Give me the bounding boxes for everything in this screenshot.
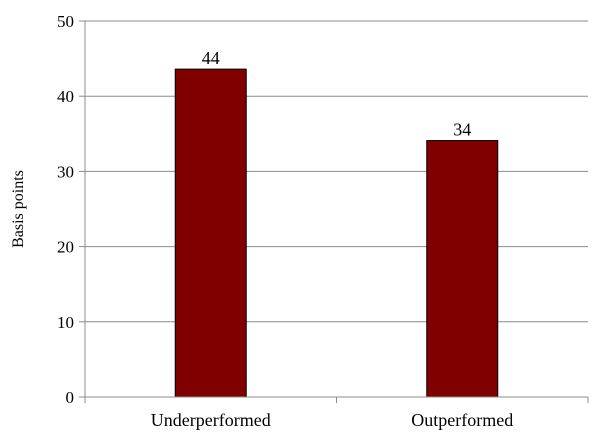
y-tick-label: 0 <box>66 388 75 407</box>
gridlines <box>85 20 588 323</box>
bar-outperformed <box>426 140 499 398</box>
data-labels: 44 34 <box>202 48 472 139</box>
x-category-label: Underperformed <box>151 410 271 430</box>
bar-underperformed <box>174 68 247 398</box>
axes <box>79 20 589 403</box>
y-tick-label: 30 <box>57 162 74 181</box>
bars <box>174 68 499 398</box>
data-label: 44 <box>202 48 220 68</box>
y-axis-title: Basis points <box>10 170 27 248</box>
x-tick-labels: Underperformed Outperformed <box>151 410 513 430</box>
y-tick-labels: 0 10 20 30 40 50 <box>57 12 74 407</box>
y-tick-label: 40 <box>57 87 74 106</box>
y-tick-label: 10 <box>57 313 74 332</box>
y-tick-label: 50 <box>57 12 74 31</box>
data-label: 34 <box>453 120 471 140</box>
y-tick-label: 20 <box>57 238 74 257</box>
x-category-label: Outperformed <box>411 410 513 430</box>
